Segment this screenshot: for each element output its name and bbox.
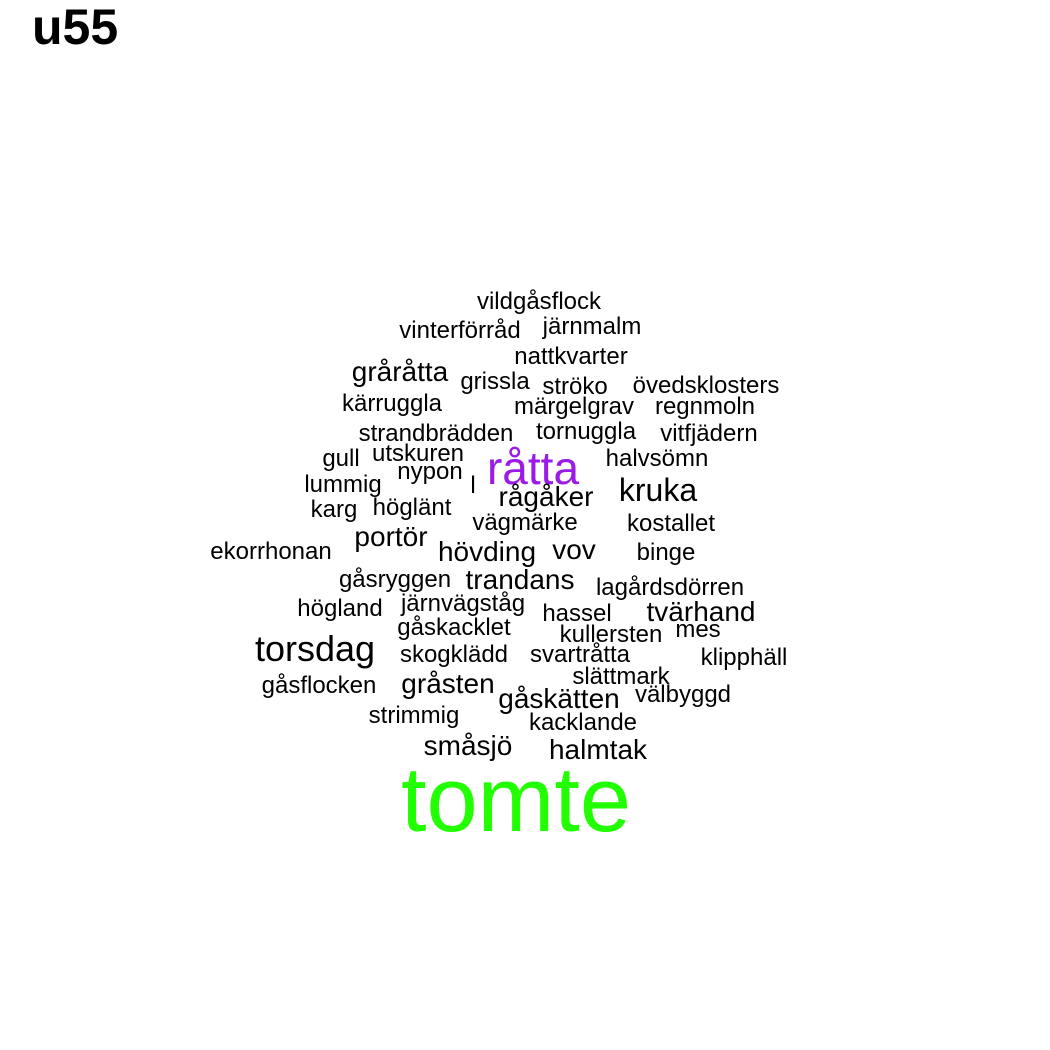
word-51: strimmig	[368, 702, 460, 729]
word-16: råtta	[486, 442, 580, 494]
word-37: hassel	[542, 600, 612, 627]
word-43: skogklädd	[399, 641, 509, 668]
word-29: hövding	[437, 536, 537, 567]
word-3: nattkvarter	[514, 343, 628, 370]
word-10: regnmoln	[654, 393, 756, 420]
word-41: mes	[675, 616, 721, 643]
word-53: småsjö	[423, 730, 513, 761]
word-23: karg	[310, 496, 358, 523]
word-18: nypon	[397, 458, 463, 485]
word-36: järnvägståg	[400, 590, 526, 617]
word-28: ekorrhonan	[210, 538, 332, 565]
word-9: märgelgrav	[513, 393, 635, 420]
word-38: tvärhand	[646, 596, 756, 627]
word-7: övedsklosters	[632, 372, 780, 399]
word-14: gull	[322, 445, 360, 472]
word-52: kacklande	[528, 709, 638, 736]
word-20: lummig	[304, 471, 382, 498]
word-47: gåsflocken	[261, 672, 377, 699]
word-50: gåskätten	[498, 683, 620, 714]
word-4: gråråtta	[351, 356, 449, 387]
word-27: portör	[354, 521, 428, 552]
word-2: järnmalm	[542, 313, 642, 340]
word-39: gåskacklet	[397, 614, 511, 641]
word-40: kullersten	[559, 621, 663, 648]
word-1: vinterförråd	[399, 317, 521, 344]
word-5: grissla	[460, 368, 530, 395]
word-34: lagårdsdörren	[595, 574, 745, 601]
word-54: halmtak	[548, 734, 648, 765]
word-11: strandbrädden	[358, 420, 514, 447]
panel-label: u55	[32, 0, 119, 55]
word-33: trandans	[465, 564, 575, 595]
word-31: binge	[636, 539, 696, 566]
word-48: gråsten	[401, 668, 495, 699]
word-19: l	[470, 472, 476, 499]
word-15: utskuren	[371, 440, 465, 467]
word-26: kostallet	[626, 510, 716, 537]
word-17: halvsömn	[605, 445, 709, 472]
word-55: tomte	[400, 749, 632, 851]
word-25: vägmärke	[472, 509, 578, 536]
word-44: svartråtta	[529, 641, 631, 668]
word-12: tornuggla	[535, 418, 637, 445]
word-46: slättmark	[572, 663, 670, 690]
word-45: klipphäll	[700, 644, 788, 671]
word-42: torsdag	[254, 628, 376, 669]
word-0: vildgåsflock	[476, 288, 602, 315]
word-49: välbyggd	[634, 681, 732, 708]
word-35: högland	[297, 595, 383, 622]
word-21: rågåker	[498, 481, 594, 512]
word-13: vitfjädern	[660, 420, 758, 447]
word-6: ströko	[542, 373, 608, 400]
word-8: kärruggla	[341, 390, 443, 417]
word-24: höglänt	[372, 494, 452, 521]
word-22: kruka	[618, 472, 698, 508]
word-32: gåsryggen	[338, 566, 452, 593]
word-30: vov	[552, 534, 596, 565]
